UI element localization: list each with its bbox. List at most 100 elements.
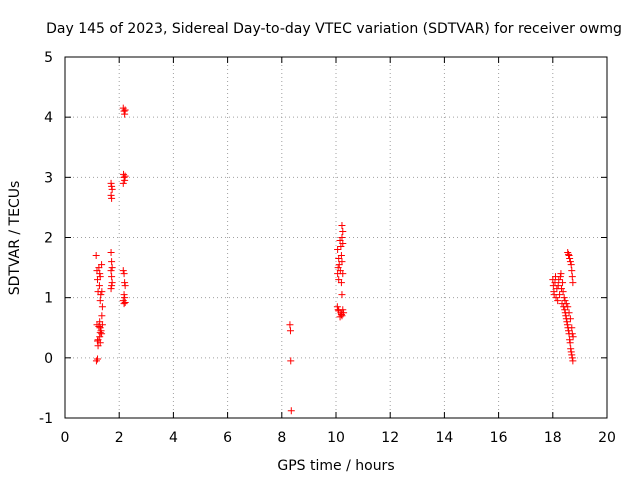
data-point: [338, 258, 346, 266]
data-point: [557, 270, 565, 278]
data-point: [92, 357, 100, 365]
data-point: [96, 297, 104, 305]
data-point: [120, 173, 128, 181]
data-point: [568, 273, 576, 281]
data-point: [108, 264, 116, 272]
grid: [65, 57, 607, 418]
y-axis-label: SDTVAR / TECUs: [7, 181, 23, 296]
data-point: [569, 357, 577, 365]
data-point: [97, 327, 105, 335]
data-point: [562, 300, 570, 308]
data-point: [339, 270, 347, 278]
data-point: [556, 291, 564, 299]
data-point: [95, 323, 103, 331]
data-point: [556, 273, 564, 281]
data-point: [339, 240, 347, 248]
data-point: [337, 252, 345, 260]
x-tick-label: 20: [598, 430, 616, 446]
data-point: [338, 291, 346, 299]
data-point: [96, 273, 104, 281]
x-tick-label: 2: [115, 430, 124, 446]
data-point: [121, 106, 129, 114]
x-tick-label: 12: [381, 430, 399, 446]
y-tick-label: 0: [44, 351, 53, 367]
data-point: [563, 321, 571, 329]
data-point: [562, 312, 570, 320]
data-point: [287, 357, 295, 365]
data-point: [568, 351, 576, 359]
data-point: [565, 327, 573, 335]
data-point: [107, 249, 115, 257]
x-tick-label: 16: [490, 430, 508, 446]
data-point: [568, 267, 576, 275]
data-point: [287, 407, 295, 415]
x-tick-label: 14: [435, 430, 453, 446]
data-point: [121, 172, 129, 180]
data-point: [565, 309, 573, 317]
y-tick-label: 1: [44, 291, 53, 307]
data-point: [95, 282, 103, 290]
data-point: [119, 267, 127, 275]
data-point: [555, 276, 563, 284]
y-tick-label: 4: [44, 110, 53, 126]
data-point: [121, 110, 129, 118]
data-point: [98, 288, 106, 296]
data-point: [552, 294, 560, 302]
data-point: [107, 179, 115, 187]
data-point: [561, 306, 569, 314]
x-tick-label: 18: [544, 430, 562, 446]
data-point: [338, 234, 346, 241]
data-point: [567, 261, 575, 269]
data-point: [566, 339, 574, 347]
x-axis-label: GPS time / hours: [277, 458, 394, 474]
data-point: [557, 285, 565, 293]
data-point: [96, 329, 104, 337]
data-point: [108, 282, 116, 290]
x-tick-label: 6: [223, 430, 232, 446]
data-point: [339, 306, 347, 314]
data-point: [120, 170, 128, 178]
data-point: [339, 227, 347, 235]
x-tick-label: 4: [169, 430, 178, 446]
data-point: [98, 330, 106, 338]
data-point: [568, 324, 576, 332]
data-point: [107, 191, 115, 199]
plot-frame: [64, 56, 608, 419]
data-point: [94, 336, 102, 344]
data-point: [108, 279, 116, 287]
data-points: [92, 104, 577, 415]
data-point: [569, 279, 577, 287]
x-tick-label: 8: [277, 430, 286, 446]
data-point: [567, 345, 575, 353]
data-point: [108, 273, 116, 281]
data-point: [564, 249, 572, 257]
data-point: [559, 288, 567, 296]
x-tick-label: 0: [61, 430, 70, 446]
data-point: [108, 185, 116, 193]
data-point: [121, 294, 129, 302]
data-point: [121, 279, 129, 287]
data-point: [333, 303, 341, 311]
data-point: [560, 294, 568, 302]
data-point: [108, 258, 116, 266]
data-point: [286, 327, 294, 335]
data-point: [96, 270, 104, 278]
data-point: [568, 354, 576, 362]
data-point: [566, 258, 574, 266]
data-point: [120, 270, 128, 278]
data-point: [120, 107, 128, 115]
data-point: [108, 194, 116, 202]
data-point: [565, 252, 573, 260]
data-point: [98, 261, 106, 269]
y-tick-label: 3: [44, 170, 53, 186]
data-point: [566, 255, 574, 263]
data-point: [98, 312, 106, 320]
data-point: [121, 298, 129, 306]
y-tick-label: 5: [44, 50, 53, 66]
data-point: [566, 336, 574, 344]
data-point: [566, 315, 574, 323]
data-point: [565, 250, 573, 258]
